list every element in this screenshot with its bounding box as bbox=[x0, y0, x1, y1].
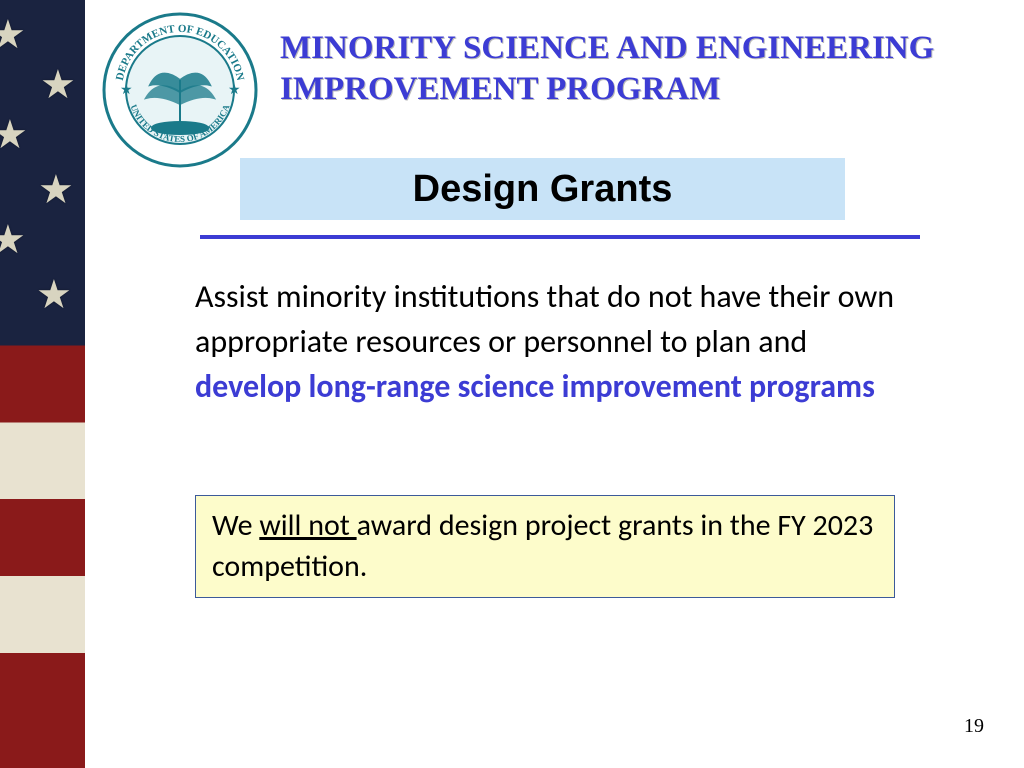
star-icon: ★ bbox=[0, 110, 28, 159]
section-title-box: Design Grants bbox=[240, 158, 845, 220]
notice-underlined: will not bbox=[259, 507, 356, 544]
slide: ★ ★ ★ ★ ★ ★ DEPARTMENT OF EDUCATION UNIT… bbox=[0, 0, 1024, 768]
star-icon: ★ bbox=[0, 10, 26, 59]
notice-box: We will not award design project grants … bbox=[195, 495, 895, 598]
notice-pre: We bbox=[212, 507, 259, 544]
program-title-line2: IMPROVEMENT PROGRAM bbox=[280, 71, 720, 107]
flag-background: ★ ★ ★ ★ ★ ★ bbox=[0, 0, 85, 768]
star-icon: ★ bbox=[40, 60, 76, 109]
star-icon: ★ bbox=[38, 165, 74, 214]
body-plain: Assist minority institutions that do not… bbox=[195, 277, 894, 361]
star-icon: ★ bbox=[0, 215, 26, 264]
svg-text:★: ★ bbox=[120, 81, 133, 98]
program-title: MINORITY SCIENCE AND ENGINEERING IMPROVE… bbox=[280, 28, 980, 111]
star-icon: ★ bbox=[36, 270, 72, 319]
section-title: Design Grants bbox=[413, 168, 673, 211]
body-emphasis: develop long-range science improvement p… bbox=[195, 367, 875, 406]
body-paragraph: Assist minority institutions that do not… bbox=[195, 275, 895, 409]
department-seal-icon: DEPARTMENT OF EDUCATION UNITED STATES OF… bbox=[100, 10, 260, 170]
program-title-line1: MINORITY SCIENCE AND ENGINEERING bbox=[280, 30, 934, 66]
divider bbox=[200, 235, 920, 239]
page-number: 19 bbox=[964, 715, 984, 738]
svg-text:★: ★ bbox=[228, 81, 241, 98]
